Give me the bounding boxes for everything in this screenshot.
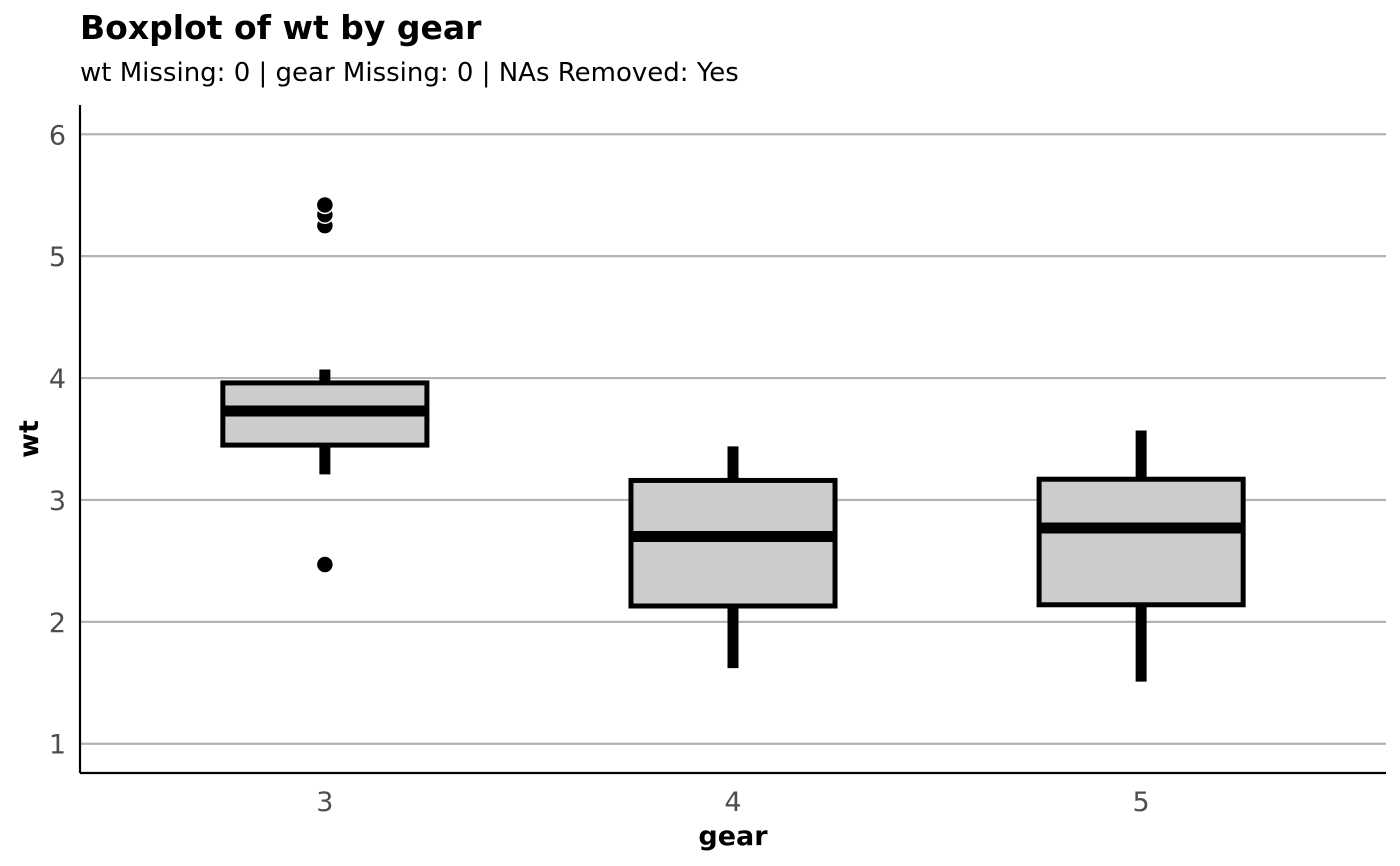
box-5 <box>1036 476 1246 608</box>
y-tick-label-5: 5 <box>49 242 66 273</box>
y-tick-label-3: 3 <box>49 486 66 517</box>
x-tick-label-4: 4 <box>724 787 741 818</box>
axis-layer <box>78 105 1386 775</box>
x-tick-labels: 3 4 5 <box>316 787 1149 818</box>
outlier-3-0 <box>315 555 335 574</box>
y-tick-label-1: 1 <box>49 730 66 761</box>
box-layer <box>220 195 1246 682</box>
box-4 <box>628 477 838 609</box>
box-group-3 <box>220 195 430 574</box>
x-tick-label-3: 3 <box>316 787 333 818</box>
box-group-4 <box>628 446 838 669</box>
y-axis-title: wt <box>14 420 45 458</box>
y-tick-label-6: 6 <box>49 120 66 151</box>
x-tick-label-5: 5 <box>1133 787 1150 818</box>
chart-subtitle: wt Missing: 0 | gear Missing: 0 | NAs Re… <box>80 58 739 88</box>
x-axis-title: gear <box>698 821 768 852</box>
y-tick-label-2: 2 <box>49 608 66 639</box>
y-tick-label-4: 4 <box>49 364 66 395</box>
chart-title: Boxplot of wt by gear <box>80 8 482 47</box>
box-group-5 <box>1036 430 1246 682</box>
y-tick-labels: 1 2 3 4 5 6 <box>49 120 66 760</box>
outlier-3-3 <box>315 195 335 215</box>
